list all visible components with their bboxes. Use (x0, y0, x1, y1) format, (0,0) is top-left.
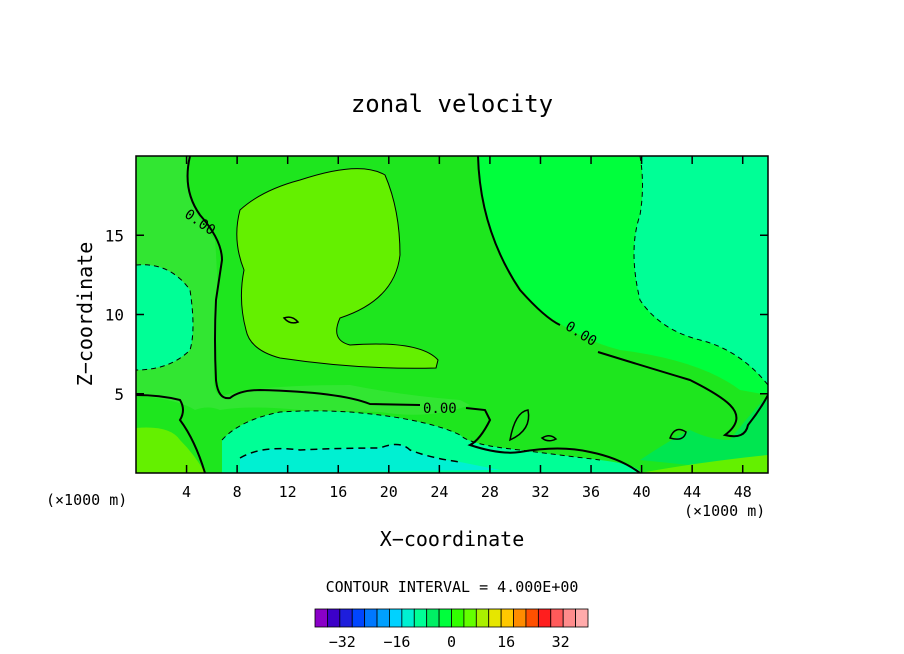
colorbar-swatch (389, 608, 403, 628)
colorbar-swatch (413, 608, 428, 628)
colorbar-tick-label: 0 (447, 633, 456, 651)
x-unit-right: (×1000 m) (684, 502, 765, 520)
colorbar-swatch (376, 608, 390, 628)
field-left-upper (136, 156, 470, 415)
y-axis: 5 10 15 (105, 226, 768, 404)
colorbar-swatch (475, 608, 490, 628)
y-tick-label: 5 (114, 385, 124, 404)
x-unit-left: (×1000 m) (46, 491, 127, 509)
colorbar-tick-label: −16 (383, 633, 410, 651)
contour-small-loop-4 (540, 435, 558, 442)
field-neg-bottom-inner (240, 444, 500, 473)
x-axis-label: X−coordinate (380, 527, 525, 551)
colorbar-swatch (339, 608, 353, 628)
field-pos-bottomleft (136, 427, 205, 473)
field-pos-bottomright (640, 455, 768, 473)
field-band-positive (236, 168, 438, 369)
field-neg-topright (634, 156, 768, 385)
contour-thin-2 (633, 156, 768, 386)
x-tick-label: 8 (233, 483, 242, 501)
x-tick-label: 24 (430, 483, 448, 501)
colorbar-swatch (351, 608, 366, 628)
colorbar-swatch (426, 608, 440, 628)
zero-contour-center (465, 407, 641, 473)
x-tick-label: 40 (633, 483, 651, 501)
field-right (478, 156, 768, 473)
field-neg-left (136, 264, 193, 370)
contour-thin-3 (136, 264, 194, 371)
chart-title: zonal velocity (351, 90, 553, 118)
colorbar-tick-label: −32 (329, 633, 356, 651)
colorbar-swatch (525, 608, 539, 628)
colorbar-swatch (314, 608, 328, 628)
x-tick-label: 16 (329, 483, 347, 501)
contour-small-loop-2 (509, 409, 530, 442)
zero-contour-left (186, 156, 421, 406)
colorbar-tick-label: 16 (497, 633, 515, 651)
contour-thin-5 (239, 443, 461, 463)
contour-thin-4 (221, 410, 601, 461)
zero-contour-right (477, 156, 768, 438)
x-tick-label: 44 (683, 483, 701, 501)
colorbar-swatch (513, 608, 527, 628)
y-tick-label: 10 (105, 306, 124, 325)
x-axis: 4 8 12 16 20 24 28 32 36 40 44 48 (182, 156, 752, 501)
y-axis-label: Z−coordinate (73, 242, 97, 387)
colorbar-swatch (537, 608, 552, 628)
colorbar-swatch (364, 608, 378, 628)
x-tick-label: 48 (734, 483, 752, 501)
contour-thin-1 (236, 168, 439, 369)
colorbar-tick-label: 32 (552, 633, 570, 651)
colorbar-swatch (327, 608, 341, 628)
colorbar-swatch (463, 608, 477, 628)
contour-small-loop-1 (282, 316, 300, 324)
x-tick-label: 32 (531, 483, 549, 501)
colorbar-swatch (550, 608, 564, 628)
colorbar-swatch (488, 608, 502, 628)
x-tick-label: 12 (279, 483, 297, 501)
colorbar-swatch (575, 608, 589, 628)
colorbar-swatch (438, 608, 452, 628)
contour-label-3: 0.00 (423, 401, 457, 417)
colorbar-swatch (562, 608, 576, 628)
contour-lines (136, 156, 768, 473)
contour-interval: CONTOUR INTERVAL = 4.000E+00 (326, 578, 579, 596)
colorbar: −32 −16 0 16 32 (314, 608, 589, 651)
x-tick-label: 20 (380, 483, 398, 501)
contour-field (136, 156, 768, 473)
contour-small-loop-3 (669, 428, 687, 440)
zero-contour-left-lower (136, 394, 206, 473)
colorbar-swatch (500, 608, 514, 628)
colorbar-swatch (451, 608, 465, 628)
x-tick-label: 36 (582, 483, 600, 501)
x-tick-label: 28 (481, 483, 499, 501)
y-tick-label: 15 (105, 226, 124, 245)
colorbar-swatch (401, 608, 415, 628)
x-tick-label: 4 (182, 483, 191, 501)
